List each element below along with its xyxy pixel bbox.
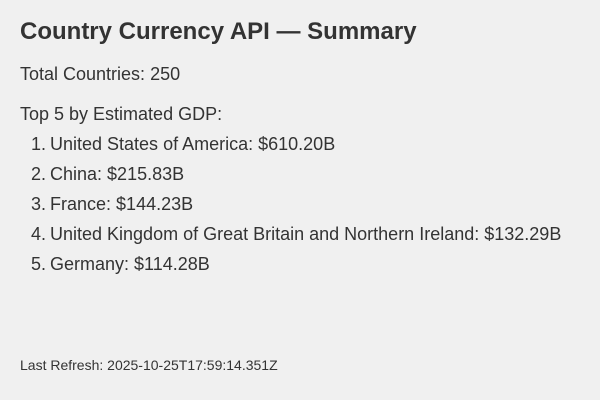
page-title: Country Currency API — Summary — [20, 18, 417, 45]
list-item-country: Germany — [50, 254, 125, 274]
total-countries-value: 250 — [150, 64, 181, 84]
top-gdp-list: 1. United States of America: $610.20B 2. C… — [20, 132, 580, 282]
last-refresh-value: 2025-10-25T17:59:14.351Z — [107, 357, 278, 373]
list-item-gdp: $114.28B — [134, 254, 210, 274]
list-item-rank: 4. — [30, 224, 46, 244]
list-item-country: United Kingdom of Great Britain and Nort… — [50, 224, 475, 244]
list-item: 1. United States of America: $610.20B — [20, 132, 580, 162]
list-item-gdp: $215.83B — [107, 164, 185, 184]
last-refresh-label: Last Refresh: — [20, 357, 104, 373]
list-item: 2. China: $215.83B — [20, 162, 580, 192]
summary-page: Country Currency API — Summary Total Cou… — [20, 16, 580, 282]
list-item-country: China — [50, 164, 98, 184]
list-item-gdp: $610.20B — [258, 134, 336, 154]
list-item-rank: 5. — [30, 254, 46, 274]
list-item-gdp: $132.29B — [484, 224, 562, 244]
list-item: 5. Germany: $114.28B — [20, 252, 580, 282]
top-gdp-heading: Top 5 by Estimated GDP: — [20, 104, 223, 124]
list-item-rank: 2. — [30, 164, 46, 184]
list-item-country: France — [50, 194, 107, 214]
list-item-rank: 1. — [30, 134, 46, 154]
list-item: 3. France: $144.23B — [20, 192, 580, 222]
total-countries: Total Countries: 250 — [20, 62, 580, 86]
list-item: 4. United Kingdom of Great Britain and No… — [20, 222, 580, 252]
list-item-rank: 3. — [30, 194, 46, 214]
list-item-country: United States of America — [50, 134, 249, 154]
total-countries-label: Total Countries: — [20, 64, 146, 84]
list-item-gdp: $144.23B — [116, 194, 194, 214]
last-refresh: Last Refresh: 2025-10-25T17:59:14.351Z — [20, 356, 278, 374]
